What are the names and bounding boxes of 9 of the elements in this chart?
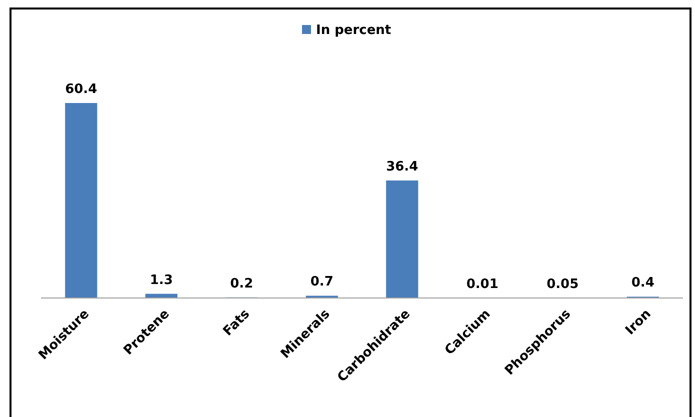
data-label: 0.05 — [546, 276, 579, 292]
legend-label: In percent — [316, 23, 392, 38]
data-label: 0.4 — [631, 276, 654, 291]
data-label: 60.4 — [65, 82, 98, 97]
data-label: 1.3 — [150, 272, 173, 288]
data-label: 0.7 — [310, 274, 334, 290]
data-label: 0.2 — [230, 276, 254, 292]
data-label: 36.4 — [386, 159, 418, 174]
data-label: 0.01 — [466, 276, 498, 292]
